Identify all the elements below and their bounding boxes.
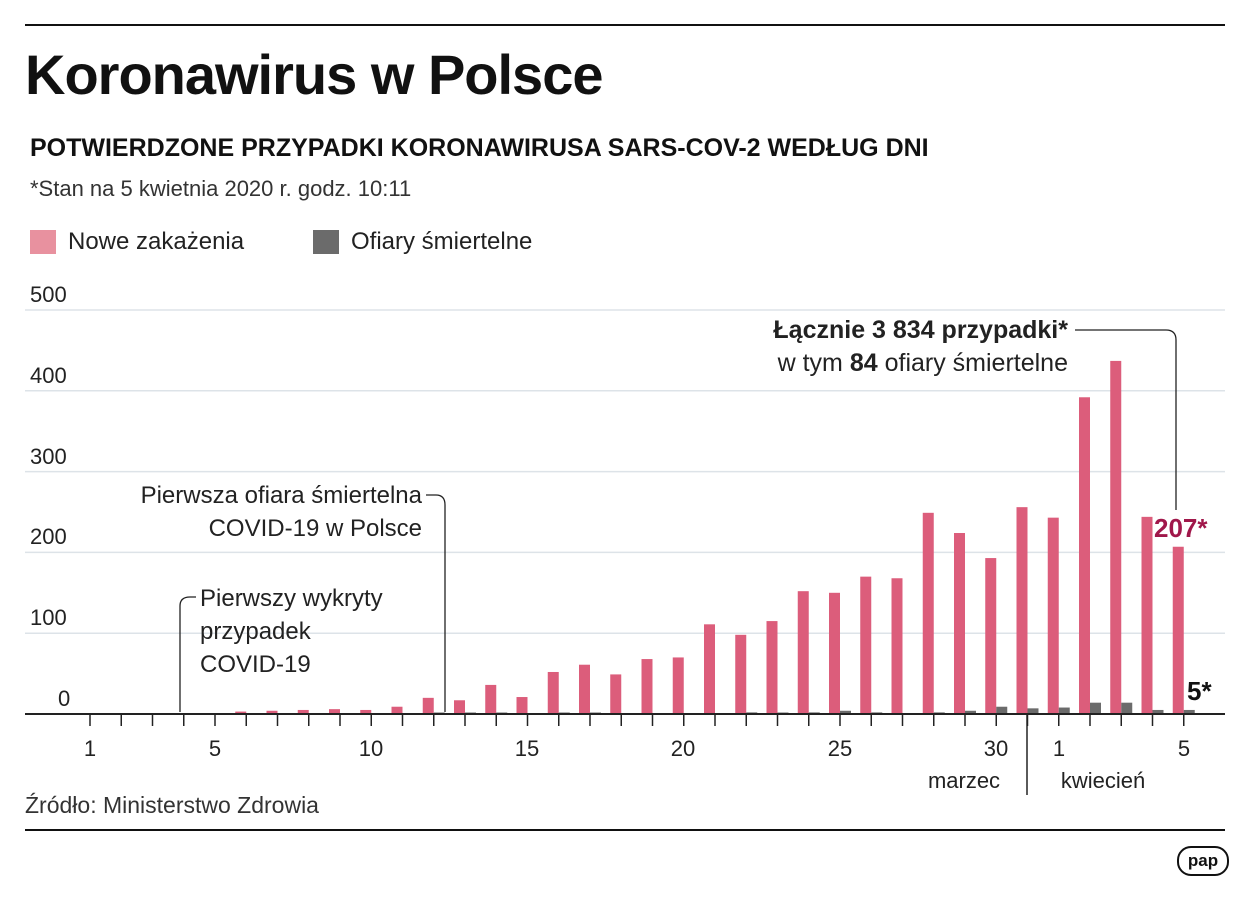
x-tick-label: 5 xyxy=(208,736,222,761)
legend-label: Ofiary śmiertelne xyxy=(351,228,533,255)
bar-new-cases xyxy=(1079,397,1090,714)
bar-deaths xyxy=(996,706,1008,714)
bar-new-cases xyxy=(797,591,809,714)
y-tick-200: 200 xyxy=(30,524,67,549)
top-rule xyxy=(25,24,1225,26)
bar-new-cases xyxy=(985,558,997,714)
bar-new-cases xyxy=(704,624,715,714)
x-tick-label: 5 xyxy=(1177,736,1191,761)
bar-new-cases xyxy=(297,709,309,714)
x-tick-label: 10 xyxy=(358,736,384,761)
bar-new-cases xyxy=(829,592,840,714)
bar-new-cases xyxy=(954,533,965,714)
bar-deaths xyxy=(1121,702,1133,714)
bar-new-cases xyxy=(1110,360,1122,714)
x-tick-label: 1 xyxy=(83,736,97,761)
total-deaths-text: w tym 84 ofiary śmiertelne xyxy=(773,347,1068,380)
bar-new-cases xyxy=(610,674,622,714)
bar-deaths xyxy=(1027,708,1039,714)
y-tick-100: 100 xyxy=(30,605,67,630)
legend-item-new-cases: Nowe zakażenia xyxy=(30,228,244,256)
bar-new-cases xyxy=(579,664,590,714)
bar-deaths xyxy=(1183,709,1195,714)
x-tick-label: 20 xyxy=(670,736,696,761)
bar-new-cases xyxy=(266,710,278,714)
bar-new-cases xyxy=(454,700,465,714)
annotation-line: COVID-19 w Polsce xyxy=(208,515,422,542)
bar-new-cases xyxy=(329,709,340,714)
y-tick-400: 400 xyxy=(30,363,67,388)
month-label-april: kwiecień xyxy=(1060,768,1146,793)
text: ofiary śmiertelne xyxy=(884,349,1068,377)
bar-deaths xyxy=(1152,709,1164,714)
y-tick-300: 300 xyxy=(30,444,67,469)
bar-new-cases xyxy=(1141,516,1153,714)
legend-label: Nowe zakażenia xyxy=(68,228,245,255)
bar-new-cases xyxy=(547,671,559,714)
y-tick-0: 0 xyxy=(58,686,71,711)
annotation-line: Pierwsza ofiara śmiertelna xyxy=(140,482,422,509)
bar-new-cases xyxy=(1047,517,1059,714)
bar-deaths xyxy=(965,710,976,714)
source-text: Źródło: Ministerstwo Zdrowia xyxy=(25,792,319,818)
x-tick-label: 1 xyxy=(1052,736,1066,761)
last-cases-label: 207* xyxy=(1154,513,1208,543)
legend-swatch-grey xyxy=(313,230,339,254)
annotation-first-death: Pierwsza ofiara śmiertelna COVID-19 w Po… xyxy=(141,479,422,545)
x-tick-label: 15 xyxy=(514,736,540,761)
bar-new-cases xyxy=(672,657,684,714)
leader-line-first-case xyxy=(179,596,196,712)
bar-deaths xyxy=(840,710,851,714)
annotation-total: Łącznie 3 834 przypadki* w tym 84 ofiary… xyxy=(773,314,1068,380)
bar-new-cases xyxy=(860,576,872,714)
pap-logo: pap xyxy=(1177,846,1229,876)
bar-new-cases xyxy=(891,578,903,714)
bar-new-cases xyxy=(766,621,778,714)
bar-deaths xyxy=(1058,707,1070,714)
leader-line-first-death xyxy=(426,494,446,712)
annotation-line: COVID-19 xyxy=(200,651,311,678)
legend-item-deaths: Ofiary śmiertelne xyxy=(313,228,532,256)
bar-new-cases xyxy=(391,706,403,714)
month-label-march: marzec xyxy=(927,768,1001,793)
total-cases-text: Łącznie 3 834 przypadki* xyxy=(773,316,1068,344)
leader-line-total xyxy=(1075,329,1177,510)
legend-swatch-pink xyxy=(30,230,56,254)
y-tick-500: 500 xyxy=(30,282,67,307)
bar-deaths xyxy=(1090,702,1101,714)
text: w tym xyxy=(777,349,843,377)
x-tick-label: 25 xyxy=(827,736,853,761)
bar-new-cases xyxy=(485,684,497,714)
page-title: Koronawirus w Polsce xyxy=(25,43,603,106)
bottom-rule xyxy=(25,829,1225,831)
annotation-first-case: Pierwszy wykryty przypadek COVID-19 xyxy=(200,582,383,681)
bar-new-cases xyxy=(1016,507,1028,714)
chart-subtitle: POTWIERDZONE PRZYPADKI KORONAWIRUSA SARS… xyxy=(30,134,929,162)
annotation-line: Pierwszy wykryty xyxy=(200,585,383,612)
x-tick-label: 30 xyxy=(983,736,1009,761)
bar-new-cases xyxy=(1172,546,1184,714)
bar-new-cases xyxy=(360,709,372,714)
bar-new-cases xyxy=(735,634,747,714)
status-note: *Stan na 5 kwietnia 2020 r. godz. 10:11 xyxy=(30,176,412,201)
last-deaths-label: 5* xyxy=(1187,676,1212,706)
bar-new-cases xyxy=(516,697,528,714)
bar-new-cases xyxy=(235,711,247,714)
bar-new-cases xyxy=(922,512,934,714)
annotation-line: przypadek xyxy=(200,618,311,645)
bar-new-cases xyxy=(641,659,653,714)
bar-new-cases xyxy=(422,697,434,714)
total-deaths-value: 84 xyxy=(849,349,878,377)
